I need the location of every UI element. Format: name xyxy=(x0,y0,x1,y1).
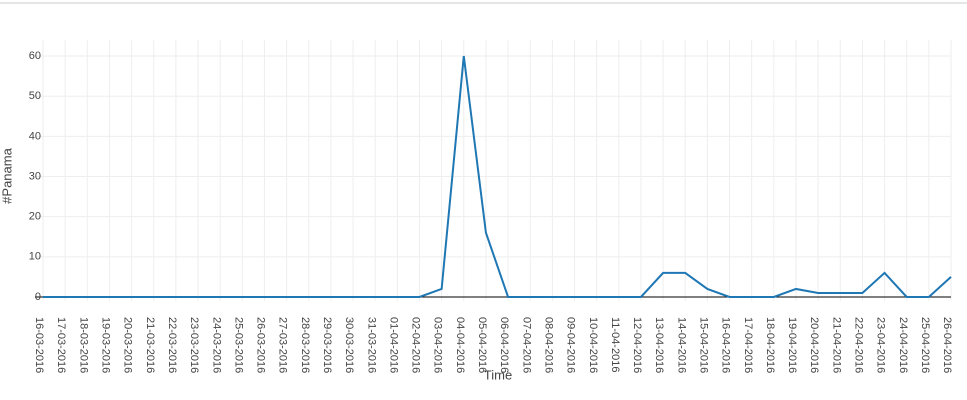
x-tick-label: 08-04-2016 xyxy=(542,317,554,373)
y-tick-label: 20 xyxy=(29,211,41,223)
x-tick-label: 05-04-2016 xyxy=(476,317,488,373)
x-tick-label: 19-03-2016 xyxy=(100,317,112,373)
x-tick-label: 09-04-2016 xyxy=(565,317,577,373)
y-tick-label: 60 xyxy=(29,50,41,62)
x-tick-label: 30-03-2016 xyxy=(343,317,355,373)
x-tick-label: 26-04-2016 xyxy=(941,317,953,373)
data-line xyxy=(43,55,952,298)
x-tick-label: 03-04-2016 xyxy=(432,317,444,373)
x-tick-label: 10-04-2016 xyxy=(587,317,599,373)
x-tick-label: 13-04-2016 xyxy=(653,317,665,373)
x-tick-label: 16-03-2016 xyxy=(33,317,45,373)
x-tick-label: 12-04-2016 xyxy=(631,317,643,373)
x-tick-label: 17-03-2016 xyxy=(55,317,67,373)
x-tick-label: 14-04-2016 xyxy=(675,317,687,373)
x-tick-label: 20-03-2016 xyxy=(122,317,134,373)
y-tick-label: 30 xyxy=(29,170,41,182)
x-tick-label: 23-04-2016 xyxy=(875,317,887,373)
x-tick-label: 21-04-2016 xyxy=(830,317,842,373)
x-tick-label: 06-04-2016 xyxy=(498,317,510,373)
x-tick-label: 01-04-2016 xyxy=(387,317,399,373)
x-tick-label: 11-04-2016 xyxy=(609,317,621,372)
x-tick-label: 18-04-2016 xyxy=(764,317,776,373)
x-tick-label: 15-04-2016 xyxy=(697,317,709,373)
y-tick-label: 10 xyxy=(29,251,41,263)
x-tick-label: 27-03-2016 xyxy=(277,317,289,373)
x-tick-label: 19-04-2016 xyxy=(786,317,798,373)
x-tick-label: 02-04-2016 xyxy=(410,317,422,373)
x-tick-label: 07-04-2016 xyxy=(520,317,532,373)
x-axis-title: Time xyxy=(484,367,512,382)
y-tick-label: 40 xyxy=(29,130,41,142)
x-tick-label: 24-03-2016 xyxy=(210,317,222,373)
x-tick-label: 22-03-2016 xyxy=(166,317,178,373)
y-tick-label: 50 xyxy=(29,90,41,102)
x-tick-label: 16-04-2016 xyxy=(720,317,732,373)
x-tick-label: 26-03-2016 xyxy=(255,317,267,373)
x-tick-label: 31-03-2016 xyxy=(365,317,377,373)
x-tick-label: 29-03-2016 xyxy=(321,317,333,373)
x-tick-label: 25-03-2016 xyxy=(232,317,244,373)
y-tick-label: 0 xyxy=(35,291,41,303)
x-tick-label: 24-04-2016 xyxy=(897,317,909,373)
y-axis-title: #Panama xyxy=(0,147,14,203)
x-tick-label: 18-03-2016 xyxy=(77,317,89,373)
x-tick-label: 21-03-2016 xyxy=(144,317,156,373)
x-tick-label: 17-04-2016 xyxy=(742,317,754,373)
x-tick-label: 22-04-2016 xyxy=(853,317,865,373)
x-tick-label: 23-03-2016 xyxy=(188,317,200,373)
x-tick-label: 25-04-2016 xyxy=(919,317,931,373)
x-tick-label: 20-04-2016 xyxy=(808,317,820,373)
x-tick-label: 04-04-2016 xyxy=(454,317,466,373)
x-tick-label: 28-03-2016 xyxy=(299,317,311,373)
